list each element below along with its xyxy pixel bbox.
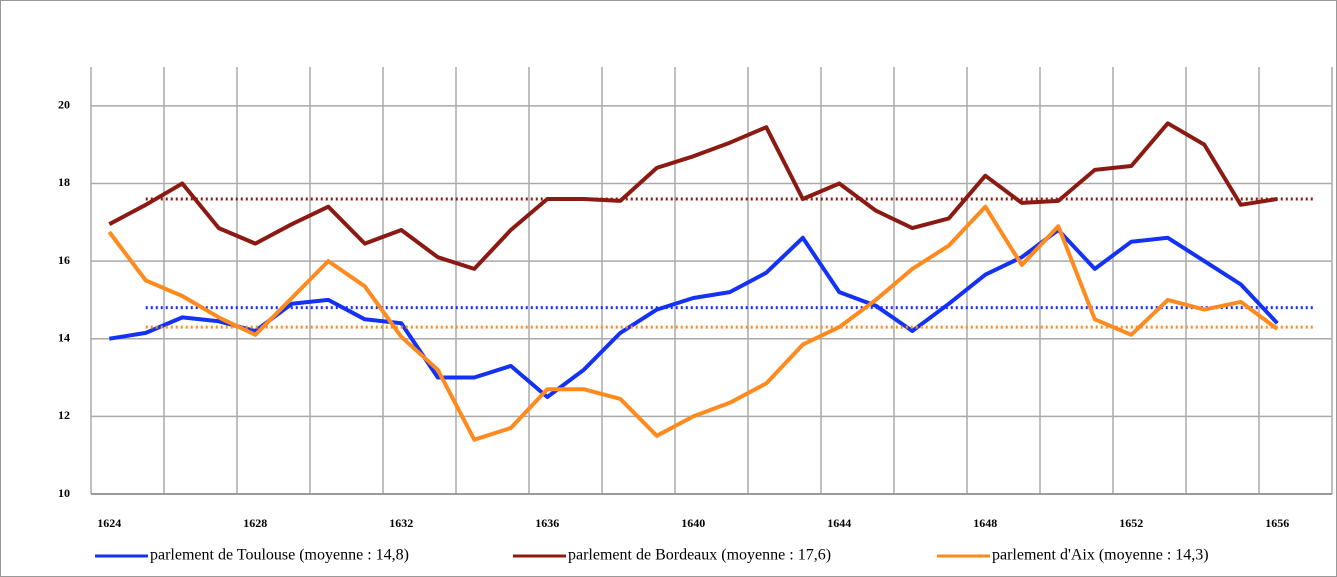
x-tick-label: 1656 — [1265, 516, 1289, 530]
series-line — [107, 204, 1279, 442]
y-tick-label: 10 — [58, 486, 70, 500]
y-tick-label: 16 — [58, 253, 70, 267]
x-tick-label: 1632 — [389, 516, 413, 530]
y-tick-label: 18 — [58, 175, 70, 189]
y-tick-label: 12 — [58, 408, 70, 422]
y-tick-label: 20 — [58, 98, 70, 112]
x-tick-label: 1624 — [97, 516, 121, 530]
x-tick-label: 1644 — [827, 516, 851, 530]
legend-label: parlement de Bordeaux (moyenne : 17,6) — [568, 547, 831, 564]
x-tick-label: 1636 — [535, 516, 559, 530]
series-line — [108, 228, 1279, 399]
legend-label: parlement de Toulouse (moyenne : 14,8) — [150, 547, 409, 564]
legend-label: parlement d'Aix (moyenne : 14,3) — [992, 547, 1209, 564]
x-tick-label: 1648 — [973, 516, 997, 530]
y-tick-label: 14 — [58, 330, 70, 344]
x-tick-label: 1640 — [681, 516, 705, 530]
x-tick-label: 1628 — [243, 516, 267, 530]
x-tick-label: 1652 — [1119, 516, 1143, 530]
series-line — [108, 121, 1278, 271]
